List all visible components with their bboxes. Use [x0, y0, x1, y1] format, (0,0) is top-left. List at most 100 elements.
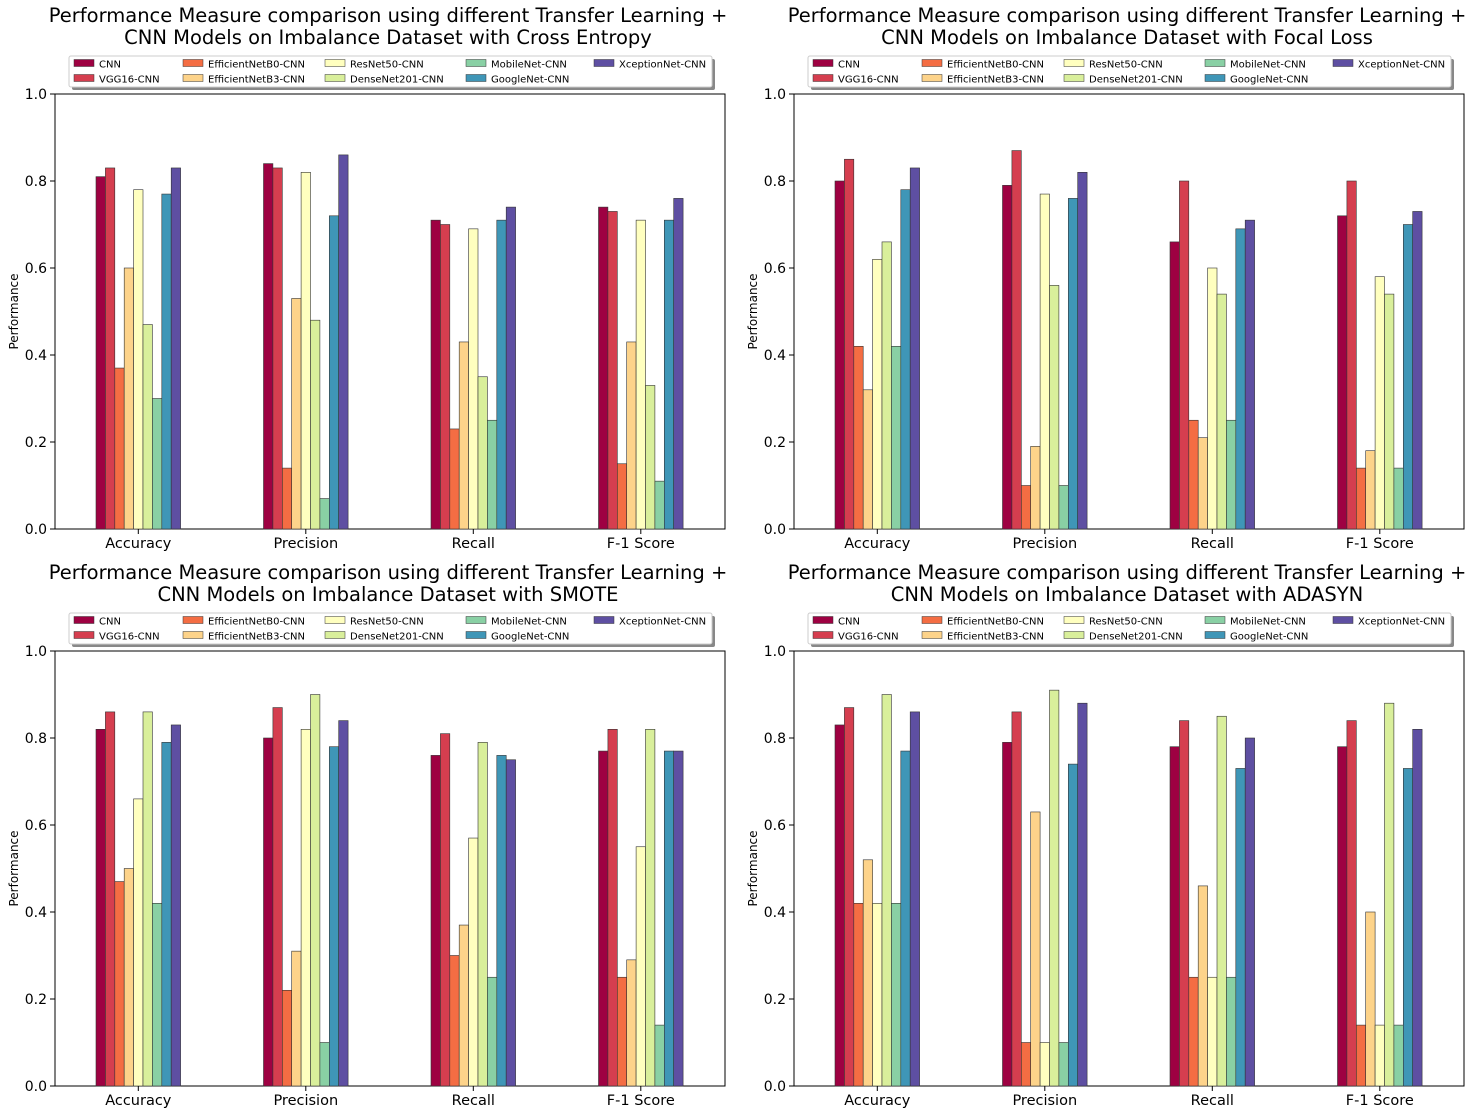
legend-swatch [465, 74, 487, 82]
bar-resnet50-cnn-precision [300, 729, 311, 1087]
legend-label: CNN [838, 60, 860, 71]
bar-efficientnetb0-cnn-f-1-score [616, 976, 627, 1087]
y-tick-label: 0.2 [764, 992, 786, 1008]
legend-label: XceptionNet-CNN [1358, 60, 1445, 71]
y-tick-label: 0.6 [25, 261, 47, 277]
bar-densenet201-cnn-accuracy [142, 711, 153, 1087]
bar-xceptionnet-cnn-accuracy [909, 167, 920, 530]
bar-xceptionnet-cnn-precision [338, 720, 349, 1087]
legend-label: XceptionNet-CNN [619, 617, 706, 628]
legend-label: XceptionNet-CNN [1358, 617, 1445, 628]
legend-swatch [1204, 74, 1226, 82]
bar-resnet50-cnn-precision [300, 172, 311, 530]
bar-xceptionnet-cnn-recall [505, 206, 516, 530]
bar-mobilenet-cnn-precision [319, 1042, 330, 1087]
bar-efficientnetb0-cnn-recall [1188, 976, 1199, 1087]
legend: CNN VGG16-CNN EfficientNetB0-CNN EfficientN… [807, 55, 1454, 90]
bar-googlenet-cnn-f-1-score [1402, 224, 1413, 530]
legend-swatch [812, 631, 834, 639]
y-tick-label: 0.2 [764, 435, 786, 451]
bar-densenet201-cnn-recall [1216, 715, 1227, 1087]
bar-mobilenet-cnn-f-1-score [654, 1024, 665, 1087]
bar-resnet50-cnn-f-1-score [635, 219, 646, 530]
legend-label: VGG16-CNN [99, 632, 160, 643]
legend-label: GoogleNet-CNN [491, 75, 569, 86]
y-tick-label: 1.0 [25, 644, 47, 660]
chart-title-line1: Performance Measure comparison using dif… [788, 4, 1467, 27]
legend-label: CNN [838, 617, 860, 628]
legend-label: DenseNet201-CNN [350, 632, 444, 643]
bar-mobilenet-cnn-recall [1226, 976, 1237, 1087]
y-axis-label: Performance [7, 273, 21, 349]
bar-cnn-recall [1169, 746, 1180, 1087]
bar-mobilenet-cnn-precision [1058, 485, 1069, 530]
bar-densenet201-cnn-precision [1049, 285, 1060, 530]
bar-efficientnetb3-cnn-accuracy [862, 389, 873, 530]
bar-resnet50-cnn-precision [1039, 193, 1050, 530]
bar-xceptionnet-cnn-precision [338, 154, 349, 530]
legend-swatch [73, 631, 95, 639]
legend-label: DenseNet201-CNN [1089, 632, 1183, 643]
bar-efficientnetb3-cnn-f-1-score [626, 341, 637, 530]
y-tick-label: 1.0 [764, 644, 786, 660]
bar-efficientnetb0-cnn-f-1-score [616, 463, 627, 530]
bar-googlenet-cnn-precision [1067, 198, 1078, 530]
bar-googlenet-cnn-recall [1235, 768, 1246, 1087]
bar-resnet50-cnn-accuracy [872, 902, 883, 1087]
x-tick-label: Accuracy [105, 536, 172, 552]
bar-cnn-f-1-score [1337, 746, 1348, 1087]
y-tick-label: 1.0 [25, 87, 47, 103]
bar-cnn-accuracy [95, 176, 106, 530]
bar-efficientnetb0-cnn-f-1-score [1355, 467, 1366, 530]
bar-densenet201-cnn-accuracy [881, 241, 892, 530]
bar-vgg16-cnn-recall [440, 733, 451, 1087]
plot-area-frame [793, 650, 1465, 1087]
bar-mobilenet-cnn-precision [319, 498, 330, 530]
bar-xceptionnet-cnn-recall [1244, 737, 1255, 1087]
bar-vgg16-cnn-precision [1011, 711, 1022, 1087]
legend-label: ResNet50-CNN [350, 617, 424, 628]
legend-swatch [921, 616, 943, 624]
legend-swatch [921, 631, 943, 639]
y-tick-label: 0.6 [764, 261, 786, 277]
bar-xceptionnet-cnn-precision [1077, 172, 1088, 530]
legend-swatch [324, 74, 346, 82]
bar-resnet50-cnn-f-1-score [1374, 1024, 1385, 1087]
legend-label: MobileNet-CNN [1230, 617, 1306, 628]
bar-efficientnetb0-cnn-recall [449, 955, 460, 1087]
legend-swatch [465, 59, 487, 67]
chart-title-line2: CNN Models on Imbalance Dataset with SMO… [157, 583, 618, 606]
bar-efficientnetb0-cnn-accuracy [853, 902, 864, 1087]
plot-area-frame [793, 93, 1465, 530]
legend-swatch [1332, 59, 1354, 67]
bar-vgg16-cnn-recall [1179, 180, 1190, 530]
bar-cnn-f-1-score [1337, 215, 1348, 530]
legend-label: EfficientNetB3-CNN [947, 75, 1044, 86]
legend-label: EfficientNetB3-CNN [947, 632, 1044, 643]
legend-swatch [182, 74, 204, 82]
legend-swatch [182, 59, 204, 67]
bar-efficientnetb3-cnn-f-1-score [626, 959, 637, 1087]
legend-swatch [1332, 616, 1354, 624]
x-tick-label: Precision [1012, 536, 1077, 552]
legend-swatch [1063, 74, 1085, 82]
x-tick-label: Precision [1012, 1093, 1077, 1109]
bar-efficientnetb3-cnn-recall [458, 341, 469, 530]
bar-vgg16-cnn-f-1-score [1346, 180, 1357, 530]
chart-title-line2: CNN Models on Imbalance Dataset with Foc… [881, 26, 1373, 49]
legend-swatch [1063, 59, 1085, 67]
legend-label: EfficientNetB0-CNN [947, 617, 1044, 628]
legend-label: DenseNet201-CNN [1089, 75, 1183, 86]
bar-densenet201-cnn-f-1-score [1384, 702, 1395, 1087]
bar-efficientnetb0-cnn-accuracy [114, 881, 125, 1087]
y-tick-label: 1.0 [764, 87, 786, 103]
bar-densenet201-cnn-recall [477, 376, 488, 530]
bar-efficientnetb0-cnn-precision [281, 989, 292, 1087]
y-tick-label: 0.6 [764, 818, 786, 834]
legend-swatch [182, 631, 204, 639]
legend-swatch [324, 616, 346, 624]
y-tick-label: 0.0 [25, 522, 47, 538]
bar-efficientnetb0-cnn-recall [449, 428, 460, 530]
bar-cnn-recall [430, 219, 441, 530]
